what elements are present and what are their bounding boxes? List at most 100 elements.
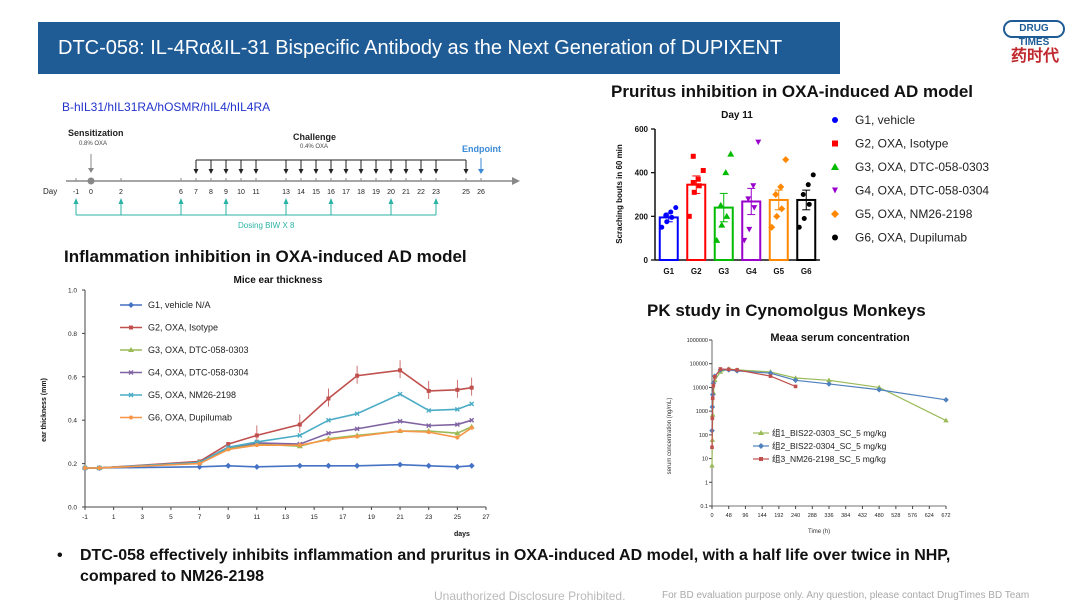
ear-data-point xyxy=(455,435,460,440)
ear-data-point xyxy=(355,434,360,439)
sensitization-dot xyxy=(87,177,95,185)
itch-data-point xyxy=(805,182,811,188)
day-tick-label: -1 xyxy=(73,189,79,196)
dosing-label: Dosing BIW X 8 xyxy=(238,221,295,230)
ear-x-tick-label: 23 xyxy=(425,514,433,521)
itch-x-tick-label: G1 xyxy=(663,267,674,276)
day-axis-label: Day xyxy=(43,187,57,196)
pk-y-tick-label: 1000000 xyxy=(687,338,708,344)
challenge-arrowhead xyxy=(208,169,214,174)
itch-data-point xyxy=(782,156,790,164)
ear-legend-marker xyxy=(128,392,134,398)
pk-y-tick-label: 0.1 xyxy=(700,504,708,510)
ear-series-line xyxy=(85,427,473,469)
ear-thickness-chart: Mice ear thickness ear thickness (mm) da… xyxy=(41,275,490,538)
ear-data-point xyxy=(454,406,460,412)
itch-data-point xyxy=(668,209,674,215)
pk-data-point xyxy=(793,384,798,389)
itch-data-point xyxy=(669,214,675,220)
bullet-dot: • xyxy=(57,547,63,564)
ear-y-tick-label: 0.0 xyxy=(68,505,77,512)
itch-legend-label: G2, OXA, Isotype xyxy=(855,137,949,151)
itch-y-tick-label: 600 xyxy=(635,125,649,134)
pk-x-tick-label: 480 xyxy=(875,513,884,519)
ear-y-tick-label: 0.6 xyxy=(68,374,77,381)
ear-data-point xyxy=(97,465,102,470)
dosing-arrowhead xyxy=(283,198,289,204)
ear-legend-marker xyxy=(128,302,134,308)
challenge-arrowhead xyxy=(358,169,364,174)
itch-data-point xyxy=(713,236,721,243)
itch-data-point xyxy=(750,183,757,189)
itch-x-tick-label: G4 xyxy=(746,267,757,276)
itch-data-point xyxy=(778,205,786,213)
pk-x-tick-label: 288 xyxy=(808,513,817,519)
itch-x-tick-label: G2 xyxy=(691,267,702,276)
dosing-arrowhead xyxy=(73,198,79,204)
itch-data-point xyxy=(773,212,781,220)
ear-x-tick-label: 17 xyxy=(339,514,347,521)
pk-legend-label: 组2_BIS22-0304_SC_5 mg/kg xyxy=(772,441,887,451)
ear-data-point xyxy=(454,430,461,436)
sensitization-dose: 0.8% OXA xyxy=(79,141,107,147)
ear-data-point xyxy=(326,437,331,442)
pk-x-tick-label: 336 xyxy=(824,513,833,519)
sensitization-arrowhead xyxy=(88,168,94,173)
ear-x-tick-label: 11 xyxy=(253,514,260,521)
itch-y-axis-label: Scraching bouts in 60 min xyxy=(615,144,624,244)
challenge-arrowhead xyxy=(283,169,289,174)
pk-x-tick-label: 192 xyxy=(774,513,783,519)
pk-data-point xyxy=(718,367,723,371)
ear-data-point xyxy=(254,439,260,445)
itch-data-point xyxy=(746,226,753,233)
challenge-arrowhead xyxy=(238,169,244,174)
pk-x-tick-label: 576 xyxy=(908,513,917,519)
ear-data-point xyxy=(426,430,431,435)
pk-data-point xyxy=(876,386,882,393)
day-tick-label: 18 xyxy=(357,189,365,196)
pk-x-tick-label: 624 xyxy=(925,513,934,519)
ear-data-point xyxy=(454,422,460,428)
itch-data-point xyxy=(745,196,752,202)
challenge-arrowhead xyxy=(418,169,424,174)
pk-y-tick-label: 100 xyxy=(699,433,708,439)
itch-y-tick-label: 0 xyxy=(644,256,649,265)
itch-data-point xyxy=(806,201,812,207)
challenge-dose: 0.4% OXA xyxy=(300,144,328,150)
drugtimes-logo: DRUG TIMES 药时代 xyxy=(1003,20,1065,68)
ear-data-point xyxy=(297,443,302,448)
pk-x-tick-label: 48 xyxy=(726,513,732,519)
ear-x-tick-label: 7 xyxy=(198,514,202,521)
challenge-arrowhead xyxy=(433,169,439,174)
pk-data-point xyxy=(711,383,716,388)
itch-data-point xyxy=(659,224,665,230)
day-tick-label: 9 xyxy=(224,189,228,196)
ear-data-point xyxy=(426,407,432,413)
pk-data-point xyxy=(709,462,715,468)
ear-chart-title: Mice ear thickness xyxy=(234,275,323,286)
dosing-arrowhead xyxy=(178,198,184,204)
footer-contact: For BD evaluation purpose only. Any ques… xyxy=(662,590,1030,601)
itch-data-point xyxy=(696,183,702,189)
day-tick-label: 7 xyxy=(194,189,198,196)
ear-data-point xyxy=(226,447,231,452)
pk-legend-label: 组1_BIS22-0303_SC_5 mg/kg xyxy=(772,428,887,438)
itch-data-point xyxy=(695,176,701,182)
pk-y-tick-label: 10 xyxy=(702,457,708,463)
ear-x-tick-label: 15 xyxy=(311,514,319,521)
ear-data-point xyxy=(468,462,475,469)
ear-data-point xyxy=(326,396,331,401)
day-tick-label: 26 xyxy=(477,189,485,196)
pk-x-tick-label: 672 xyxy=(941,513,950,519)
pk-x-tick-label: 528 xyxy=(891,513,900,519)
pk-x-tick-label: 240 xyxy=(791,513,800,519)
itch-bar xyxy=(658,216,679,262)
ear-x-tick-label: -1 xyxy=(82,514,88,521)
day-tick-label: 22 xyxy=(417,189,425,196)
ear-data-point xyxy=(398,429,403,434)
ear-data-point xyxy=(83,465,87,470)
day-tick-label: 14 xyxy=(297,189,305,196)
pk-x-tick-label: 432 xyxy=(858,513,867,519)
challenge-arrowhead xyxy=(388,169,394,174)
day-tick-label: 8 xyxy=(209,189,213,196)
